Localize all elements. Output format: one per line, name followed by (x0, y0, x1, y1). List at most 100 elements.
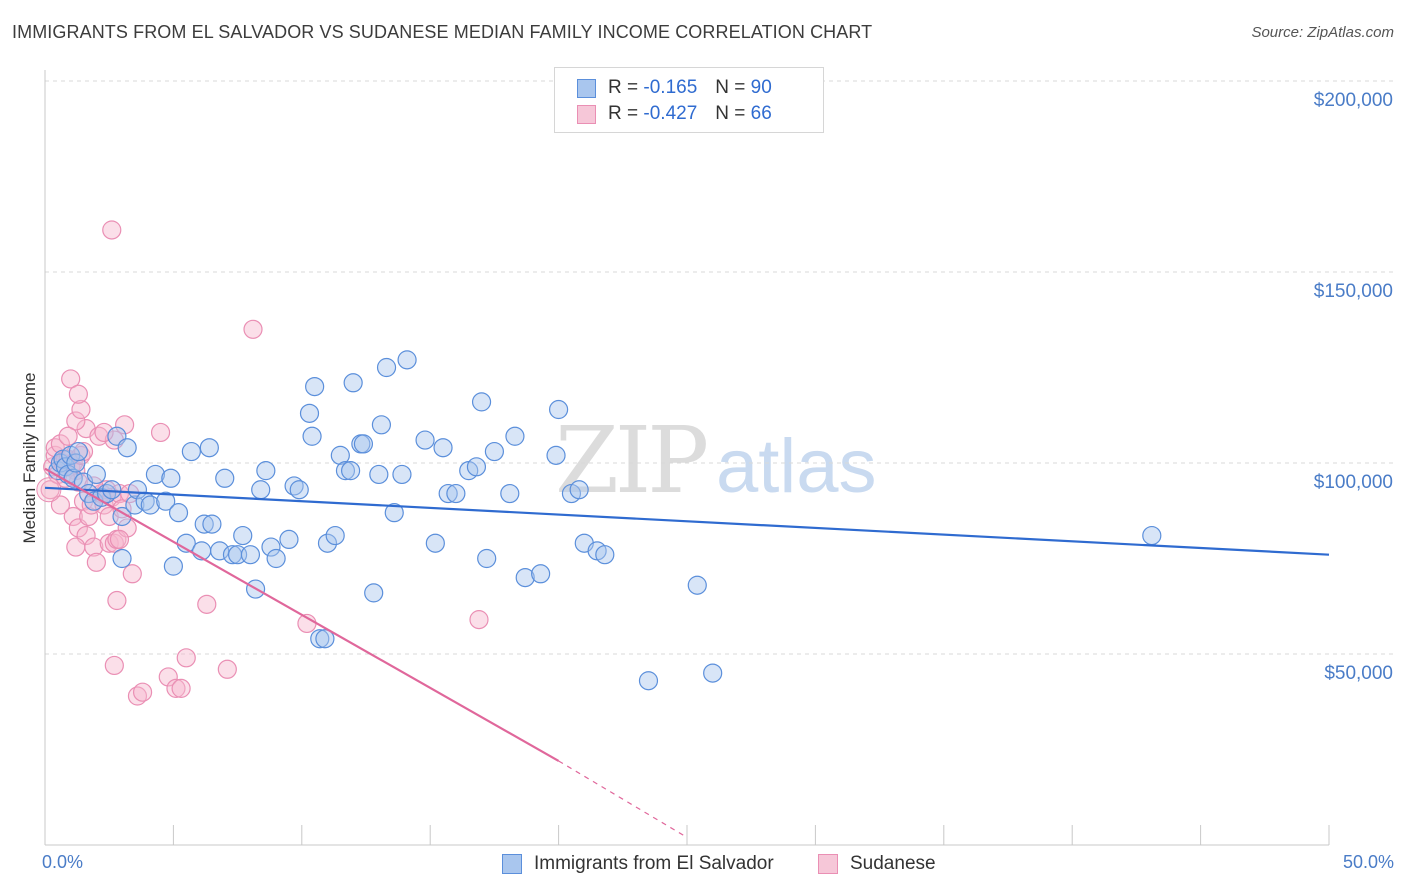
sudanese-point (127, 686, 148, 706)
sudanese-point (73, 441, 94, 462)
el-salvador-point (233, 525, 253, 546)
el-salvador-point (317, 533, 338, 553)
sudanese-point (122, 564, 142, 584)
sudanese-point (86, 552, 106, 572)
sudanese-point (58, 426, 78, 446)
el-salvador-point (392, 464, 412, 485)
el-salvador-point (145, 464, 166, 485)
sudanese-point (66, 537, 86, 557)
watermark-zip: ZIP (555, 407, 706, 514)
el-salvador-point (687, 575, 707, 595)
sudanese-point (112, 499, 132, 519)
el-salvador-point (140, 495, 160, 515)
el-salvador-point (261, 537, 281, 557)
el-salvador-point (595, 545, 615, 565)
el-salvador-point (638, 671, 659, 691)
el-salvador-point (251, 480, 271, 500)
sudanese-point (115, 415, 135, 435)
el-salvador-point (210, 541, 230, 561)
el-salvador-point (438, 483, 458, 504)
el-salvador-point (161, 468, 181, 488)
el-salvador-point (397, 350, 417, 370)
el-salvador-point (112, 548, 132, 569)
chart-title: IMMIGRANTS FROM EL SALVADOR VS SUDANESE … (12, 22, 873, 42)
sudanese-point (50, 495, 71, 515)
sudanese-point (132, 682, 153, 702)
sudanese-point (243, 319, 263, 339)
el-salvador-point (515, 567, 535, 588)
bottom-legend-swatch-pink (818, 854, 838, 874)
sudanese-point (61, 369, 81, 389)
source-credit: Source: ZipAtlas.com (1251, 24, 1394, 41)
el-salvador-point (531, 564, 551, 584)
el-salvador-point (500, 483, 520, 504)
el-salvador-point (86, 464, 106, 485)
el-salvador-point (376, 357, 397, 378)
sudanese-point (158, 667, 178, 687)
el-salvador-point (102, 480, 122, 500)
el-salvador-point (66, 453, 86, 473)
el-salvador-point (371, 415, 392, 435)
el-salvador-point (446, 483, 466, 504)
sudanese-point (102, 220, 122, 240)
bottom-legend-sudanese: Sudanese (818, 852, 936, 876)
sudanese-point (166, 678, 186, 698)
el-salvador-point (127, 480, 148, 500)
el-salvador-point (68, 441, 88, 462)
el-salvador-point (181, 441, 201, 462)
el-salvador-point (335, 461, 356, 481)
el-salvador-point (215, 468, 235, 488)
sudanese-point (117, 518, 137, 538)
sudanese-point (94, 422, 114, 443)
x-tick-label-max: 50.0% (1342, 852, 1394, 872)
el-salvador-point (471, 392, 492, 412)
sudanese-trendline-extension (558, 760, 688, 838)
el-salvador-point (330, 445, 350, 465)
sudanese-trendline (44, 467, 560, 762)
el-salvador-point (284, 476, 304, 496)
el-salvador-point (546, 445, 566, 465)
el-salvador-point (91, 487, 112, 507)
el-salvador-point (299, 403, 320, 423)
el-salvador-point (199, 438, 219, 458)
el-salvador-point (484, 441, 504, 462)
el-salvador-point (505, 426, 525, 446)
el-salvador-point (125, 495, 145, 515)
el-salvador-point (384, 503, 404, 523)
bottom-legend-swatch-blue (502, 854, 522, 874)
sudanese-point (107, 590, 127, 611)
sudanese-point (36, 477, 62, 503)
el-salvador-point (703, 663, 723, 683)
el-salvador-point (466, 457, 487, 477)
el-salvador-point (477, 548, 497, 569)
el-salvador-point (194, 514, 214, 534)
el-salvador-point (289, 480, 309, 500)
legend-n-value: 90 (750, 77, 772, 98)
el-salvador-point (117, 438, 137, 458)
el-salvador-point (548, 399, 569, 420)
el-salvador-point (364, 583, 384, 603)
sudanese-point (40, 480, 60, 500)
sudanese-point (79, 506, 99, 527)
el-salvador-point (279, 529, 299, 550)
sudanese-point (68, 384, 88, 404)
sudanese-point (63, 506, 83, 527)
el-salvador-point (266, 548, 286, 569)
legend-r-value: -0.427 (643, 103, 698, 124)
el-salvador-point (415, 430, 435, 450)
sudanese-point (104, 655, 124, 676)
el-salvador-point (433, 438, 453, 458)
legend-r-value: -0.165 (643, 77, 698, 98)
watermark-atlas: atlas (716, 424, 877, 509)
sudanese-point (469, 610, 489, 630)
sudanese-point (71, 399, 91, 420)
sudanese-point (197, 594, 217, 614)
el-salvador-point (340, 461, 361, 481)
el-salvador-point (569, 480, 589, 500)
el-salvador-point (315, 629, 335, 649)
el-salvador-point (202, 514, 222, 534)
el-salvador-point (163, 556, 183, 576)
el-salvador-point (425, 533, 445, 553)
el-salvador-point (305, 377, 325, 397)
